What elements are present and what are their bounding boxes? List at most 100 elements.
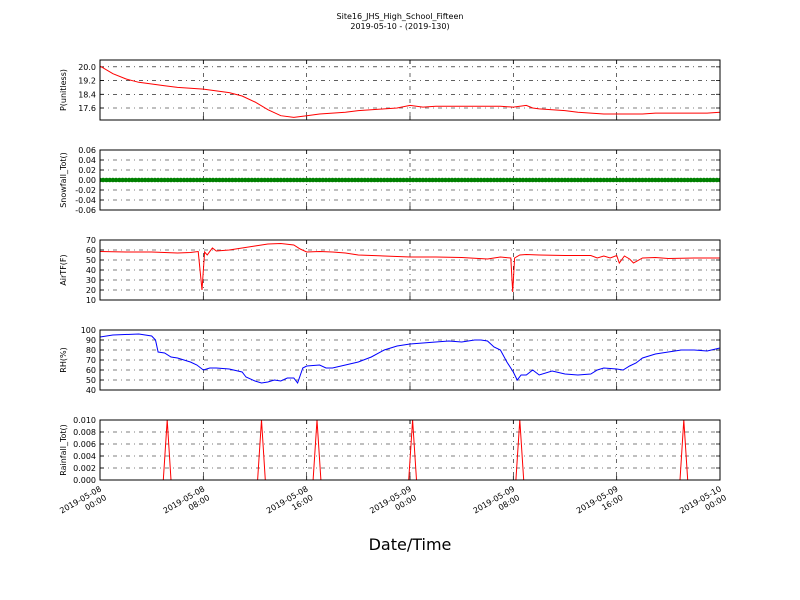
series-point [362, 177, 368, 183]
series-point [184, 177, 190, 183]
y-axis-label: P(unitless) [59, 69, 68, 111]
series-point [327, 177, 332, 183]
series-point [155, 177, 161, 183]
series-point [691, 177, 697, 183]
panel-data [100, 177, 720, 183]
series-point [504, 177, 510, 183]
series-point [388, 177, 393, 183]
series-point [637, 177, 642, 183]
series-point [259, 177, 264, 183]
series-point [446, 177, 452, 183]
series-point [255, 177, 261, 183]
series-point [126, 177, 132, 183]
series-point [475, 177, 481, 183]
series-point [100, 177, 106, 183]
series-point [117, 177, 122, 183]
series-point [307, 177, 313, 183]
series-point [278, 177, 284, 183]
series-point [656, 177, 661, 183]
series-point [168, 177, 174, 183]
x-axis-label: Date/Time [369, 535, 452, 554]
panel-frame [99, 239, 721, 301]
y-tick-label: 0.06 [78, 146, 96, 155]
series-point [243, 177, 248, 183]
series-point [181, 177, 187, 183]
series-point [178, 177, 183, 183]
y-tick-label: 17.6 [78, 104, 96, 113]
series-point [217, 177, 222, 183]
series-point [378, 177, 384, 183]
y-axis-label: Rainfall_Tot() [59, 424, 68, 476]
y-tick-label: 0.006 [73, 440, 96, 449]
y-tick-label: 60 [86, 246, 96, 255]
y-tick-label: 20.0 [78, 63, 96, 72]
series-point [149, 177, 154, 183]
series-point [527, 177, 532, 183]
series-point [507, 177, 513, 183]
series-point [139, 177, 145, 183]
series-point [285, 177, 290, 183]
series-point [159, 177, 164, 183]
series-point [191, 177, 196, 183]
y-tick-label: 20 [86, 286, 96, 295]
series-point [498, 177, 503, 183]
y-tick-label: 0.00 [78, 176, 96, 185]
series-point [201, 177, 206, 183]
series-point [233, 177, 238, 183]
series-point [246, 177, 251, 183]
series-point [514, 177, 519, 183]
y-tick-label: 10 [86, 296, 96, 305]
panel-frame [99, 59, 721, 121]
series-point [591, 177, 597, 183]
series-point [113, 177, 119, 183]
series-point [120, 177, 125, 183]
series-point [565, 177, 571, 183]
series-point [262, 177, 268, 183]
y-tick-label: 19.2 [78, 77, 96, 86]
y-tick-label: 100 [81, 326, 96, 335]
series-point [414, 177, 419, 183]
series-point [136, 177, 142, 183]
series-point [336, 177, 342, 183]
series-point [517, 177, 523, 183]
series-point [617, 177, 623, 183]
series-point [130, 177, 135, 183]
series-point [640, 177, 645, 183]
series-point [172, 177, 177, 183]
series-point [433, 177, 439, 183]
series-point [236, 177, 242, 183]
series-point [714, 177, 720, 183]
series-point [288, 177, 293, 183]
series-point [585, 177, 590, 183]
series-point [488, 177, 494, 183]
series-point [627, 177, 632, 183]
chart-subtitle: 2019-05-10 - (2019-130) [350, 22, 449, 31]
series-point [559, 177, 565, 183]
series-point [653, 177, 658, 183]
y-tick-label: 60 [86, 366, 96, 375]
series-point [695, 177, 700, 183]
series-point [207, 177, 213, 183]
series-point [372, 177, 377, 183]
series-point [162, 177, 167, 183]
y-axis-label: RH(%) [59, 347, 68, 372]
y-tick-label: 18.4 [78, 90, 96, 99]
y-tick-label: 0.02 [78, 166, 96, 175]
series-point [385, 177, 390, 183]
y-tick-label: 0.008 [73, 428, 96, 437]
series-point [188, 177, 193, 183]
y-tick-label: 0.004 [73, 452, 96, 461]
y-tick-label: -0.04 [75, 196, 96, 205]
series-point [310, 177, 316, 183]
series-point [294, 177, 300, 183]
series-point [252, 177, 258, 183]
series-point [649, 177, 655, 183]
series-line [100, 242, 720, 293]
series-point [394, 177, 400, 183]
panel-1: 17.6 18.4 19.2 20.0 P(unitless) [59, 59, 721, 121]
